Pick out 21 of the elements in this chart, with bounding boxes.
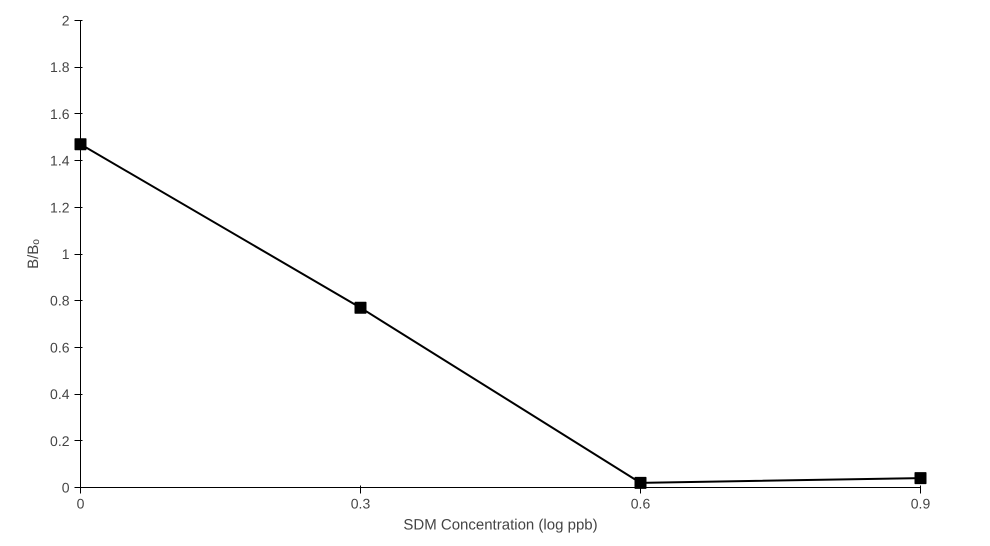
y-tick-label: 0.8: [50, 292, 70, 309]
y-tick-label: 0: [62, 480, 70, 496]
x-tick-label: 0.6: [630, 496, 650, 512]
point: [914, 472, 926, 484]
x-tick-label: 0: [76, 496, 85, 512]
y-tick-label: 0.6: [50, 339, 70, 356]
x-axis-title: SDM Concentration (log ppb): [403, 516, 598, 534]
y-tick-label: 1: [62, 246, 70, 262]
y-tick-label: 1.6: [50, 106, 70, 122]
y-tick-label: 2: [62, 12, 70, 28]
y-tick-label: 1.8: [50, 59, 70, 76]
y-tick-label: 1.2: [50, 199, 70, 216]
point: [74, 138, 86, 150]
point: [634, 476, 646, 489]
x-tick-label: 0.9: [910, 496, 930, 512]
point: [354, 302, 366, 314]
y-tick-label: 1.4: [50, 152, 70, 169]
x-tick-label: 0.3: [350, 496, 370, 512]
y-tick-label: 0.4: [50, 386, 70, 402]
y-axis-title: B/Bₒ: [25, 238, 42, 269]
y-tick-label: 0.2: [50, 432, 70, 449]
